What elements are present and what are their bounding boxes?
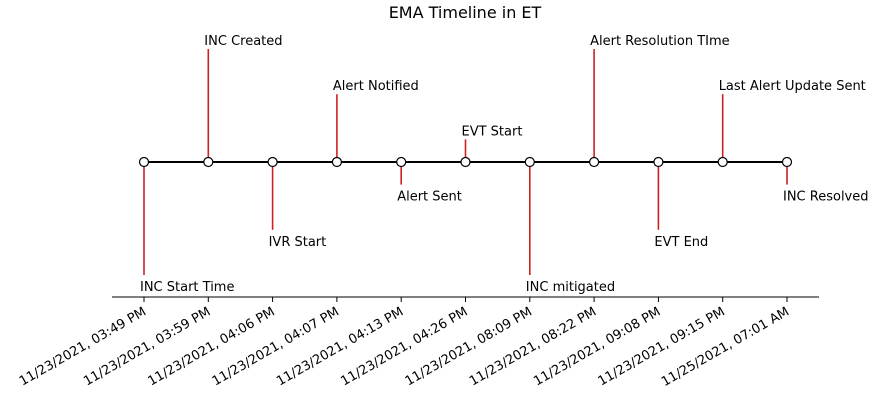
event-label: Alert Resolution TIme (590, 34, 730, 49)
event-label: EVT Start (462, 124, 523, 139)
event-label: INC mitigated (526, 280, 615, 295)
event-label: Last Alert Update Sent (719, 79, 866, 94)
event-label: INC Resolved (783, 190, 869, 205)
event-marker (524, 156, 535, 168)
event-label: Alert Sent (397, 190, 462, 205)
event-label: Alert Notified (333, 79, 419, 94)
event-label: IVR Start (269, 235, 327, 250)
markers-layer (138, 156, 793, 168)
event-label: INC Created (204, 34, 282, 49)
event-marker (331, 156, 342, 168)
event-marker (267, 156, 278, 168)
event-marker (653, 156, 664, 168)
event-labels-layer: INC Start Time INC Created IVR Start Alert … (140, 34, 869, 295)
event-label: INC Start Time (140, 280, 234, 295)
event-marker (460, 156, 471, 168)
event-marker (781, 156, 793, 168)
chart-title: EMA Timeline in ET (389, 3, 542, 22)
event-marker (588, 156, 600, 168)
event-marker (138, 156, 150, 168)
event-marker (203, 156, 214, 168)
event-marker (396, 156, 407, 168)
event-label: EVT End (654, 235, 708, 250)
event-marker (717, 156, 728, 168)
